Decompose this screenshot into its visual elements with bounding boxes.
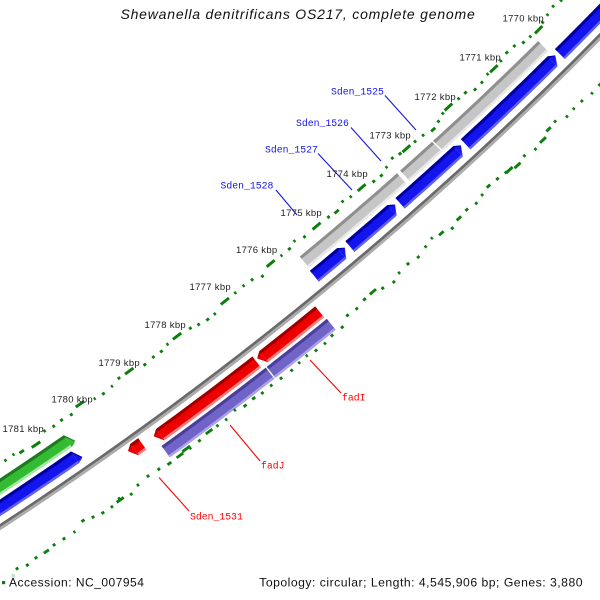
svg-text:1781 kbp: 1781 kbp [3,424,45,435]
svg-text:1777 kbp: 1777 kbp [190,282,232,293]
svg-text:Sden_1525: Sden_1525 [331,87,384,98]
svg-text:1771 kbp: 1771 kbp [460,53,502,64]
svg-text:1776 kbp: 1776 kbp [236,245,278,256]
svg-text:Accession: NC_007954: Accession: NC_007954 [9,576,144,590]
svg-text:fadJ: fadJ [261,461,285,472]
svg-text:Shewanella denitrificans OS217: Shewanella denitrificans OS217, complete… [120,6,475,22]
svg-text:1778 kbp: 1778 kbp [145,320,187,331]
svg-text:Sden_1528: Sden_1528 [221,181,274,192]
svg-text:1773 kbp: 1773 kbp [370,131,412,142]
svg-text:1770 kbp: 1770 kbp [503,14,545,25]
svg-text:Sden_1526: Sden_1526 [296,118,349,129]
svg-text:1775 kbp: 1775 kbp [281,208,323,219]
svg-text:fadI: fadI [342,393,366,404]
svg-text:Sden_1527: Sden_1527 [265,145,318,156]
svg-text:Topology: circular; Length: 4,: Topology: circular; Length: 4,545,906 bp… [259,576,583,590]
svg-text:1780 kbp: 1780 kbp [52,395,94,406]
svg-text:1772 kbp: 1772 kbp [415,92,457,103]
svg-text:Sden_1531: Sden_1531 [190,512,243,523]
svg-text:1774 kbp: 1774 kbp [327,169,369,180]
svg-text:1779 kbp: 1779 kbp [99,358,141,369]
